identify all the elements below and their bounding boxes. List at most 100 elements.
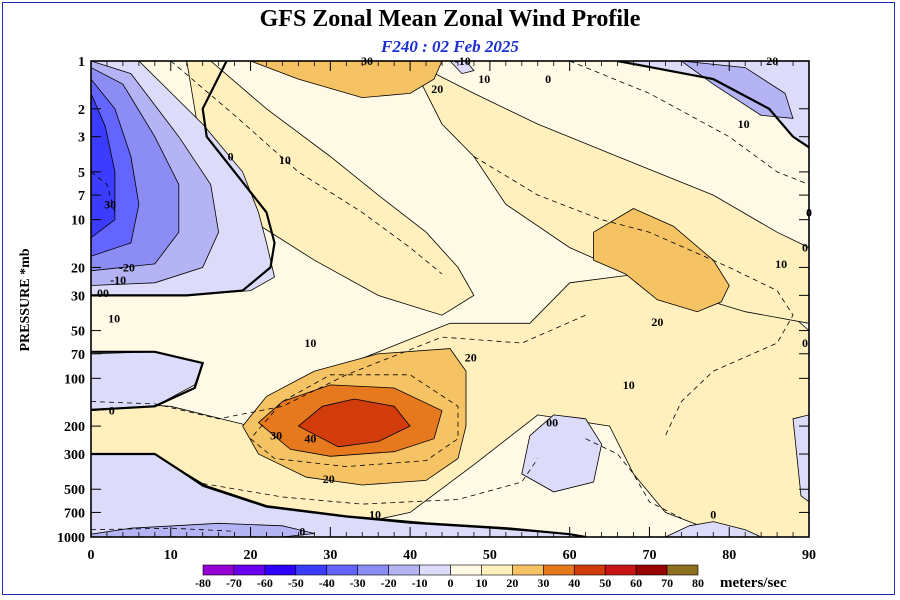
y-tick-label: 100 [64, 372, 85, 387]
x-tick-label: 90 [802, 548, 816, 563]
contour-label: 30 [270, 429, 282, 443]
colorbar-tick-label: -50 [288, 576, 304, 590]
colorbar-swatch [202, 564, 235, 576]
colorbar-tick-label: -60 [257, 576, 273, 590]
x-tick-label: 70 [642, 548, 656, 563]
colorbar-tick-label: 40 [568, 576, 580, 590]
dashed-contour [473, 156, 794, 436]
contour-label: 10 [108, 312, 120, 326]
colorbar-swatch [543, 564, 575, 576]
zero-contour [617, 61, 809, 149]
colorbar-tick-label: 50 [599, 576, 611, 590]
colorbar-swatch [450, 564, 482, 576]
zero-contour [91, 452, 586, 537]
colorbar-swatch [419, 564, 451, 576]
dashed-contour [170, 61, 443, 275]
y-tick-label: 1 [78, 55, 85, 70]
x-tick-label: 50 [483, 548, 497, 563]
contour-label: 00 [97, 286, 109, 300]
contour-label: 0 [802, 241, 808, 255]
colorbar-swatch [388, 564, 420, 576]
y-tick-label: 5 [78, 166, 85, 181]
contour-label: 0 [545, 72, 551, 86]
contour-label: 10 [775, 257, 787, 271]
x-tick-label: 30 [323, 548, 337, 563]
x-tick-label: 80 [722, 548, 736, 563]
colorbar-swatch [635, 564, 668, 576]
colorbar-unit-label: meters/sec [720, 575, 787, 591]
x-tick-label: 60 [563, 548, 577, 563]
colorbar-swatch [573, 564, 606, 576]
y-tick-label: 3 [78, 131, 85, 146]
dashed-contour [569, 61, 809, 185]
colorbar-tick-label: -80 [195, 576, 211, 590]
contour-label: 30 [361, 54, 373, 68]
axes: 0 10 20 30 40 50 60 70 80 90123571020305070100200… [57, 55, 816, 563]
y-tick-label: 500 [64, 483, 85, 498]
field-region [91, 93, 116, 239]
y-tick-label: 20 [71, 261, 85, 276]
y-tick-label: 7 [78, 189, 85, 204]
contour-label: 0 [806, 205, 812, 219]
colorbar-tick-label: -10 [412, 576, 428, 590]
contour-label: -20 [119, 260, 135, 274]
colorbar-tick-label: 80 [692, 576, 704, 590]
colorbar-tick-label: 60 [630, 576, 642, 590]
x-tick-label: 20 [244, 548, 258, 563]
colorbar-swatch [326, 564, 358, 576]
colorbar-tick-label: -40 [319, 576, 335, 590]
contour-label: 10 [369, 507, 381, 521]
dashed-contour [91, 314, 586, 420]
contour-label: 0 [299, 524, 305, 538]
field-region [593, 208, 730, 313]
colorbar-swatch [357, 564, 389, 576]
y-tick-label: 70 [71, 348, 85, 363]
contour-label: 40 [304, 432, 316, 446]
y-tick-label: 10 [71, 214, 85, 229]
contour-label: 00 [546, 416, 558, 430]
dashed-contour [202, 458, 539, 505]
y-tick-label: 2 [78, 103, 85, 118]
x-tick-label: 0 [88, 548, 95, 563]
field-region [665, 521, 762, 537]
contour-label: 0 [802, 336, 808, 350]
zero-contour [91, 61, 276, 297]
contour-label: 10 [738, 117, 750, 131]
contour-label: -10 [110, 273, 126, 287]
contour-label: 30 [104, 197, 116, 211]
colorbar-swatch [666, 564, 699, 576]
colorbar-tick-label: 20 [506, 576, 518, 590]
chart-title: GFS Zonal Mean Zonal Wind Profile [259, 6, 641, 32]
field-region [250, 61, 443, 99]
contour-label: 10 [304, 336, 316, 350]
colorbar-swatch [512, 564, 544, 576]
contour-label: 20 [465, 351, 477, 365]
plot-border [90, 60, 810, 538]
x-tick-label: 10 [164, 548, 178, 563]
field-region [449, 61, 475, 75]
chart-subtitle: F240 : 02 Feb 2025 [381, 37, 519, 56]
contour-label: 0 [228, 150, 234, 164]
contour-label: 10 [478, 72, 490, 86]
y-tick-label: 300 [64, 448, 85, 463]
filled-contours [91, 61, 809, 537]
dashed-contour [250, 374, 459, 468]
colorbar-swatch [264, 564, 297, 576]
field-region [521, 414, 603, 493]
colorbar-tick-label: 70 [661, 576, 673, 590]
contour-label: 20 [323, 472, 335, 486]
colorbar-tick-label: -20 [381, 576, 397, 590]
colorbar-tick-label: -30 [350, 576, 366, 590]
contour-label: 0 [710, 507, 716, 521]
field-region [792, 414, 809, 503]
x-tick-label: 40 [403, 548, 417, 563]
colorbar-tick-label: 10 [475, 576, 487, 590]
zero-contour [91, 350, 205, 411]
colorbar: -80 -70 -60 -50 -40 -30 -20 -10 0 10 20 30 40 50 60 70 8… [195, 564, 787, 591]
y-tick-label: 200 [64, 420, 85, 435]
colorbar-swatch [604, 564, 637, 576]
colorbar-swatch [233, 564, 266, 576]
contour-label: 10 [279, 153, 291, 167]
